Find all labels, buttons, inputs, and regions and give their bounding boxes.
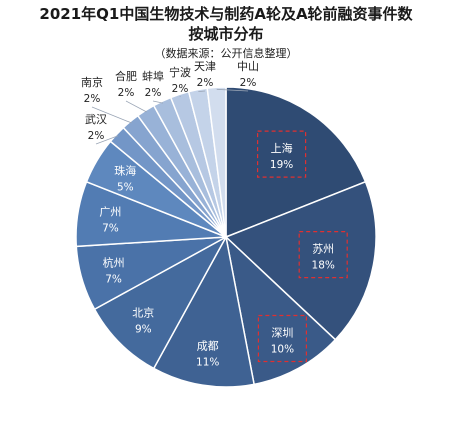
leader-line-8 xyxy=(95,135,119,145)
slice-value-label-6: 7% xyxy=(102,223,119,235)
slice-value-label-11: 2% xyxy=(145,87,162,99)
slice-label-2: 深圳 xyxy=(271,327,293,340)
slice-value-label-13: 2% xyxy=(197,77,214,89)
slice-label-7: 珠海 xyxy=(114,163,136,177)
chart-title-line-2: 按城市分布 xyxy=(188,25,264,43)
chart-subtitle: （数据来源：公开信息整理） xyxy=(154,47,298,60)
slice-label-12: 宁波 xyxy=(169,65,191,79)
pie-slice-4 xyxy=(93,235,228,370)
slice-value-label-8: 2% xyxy=(88,130,105,142)
leader-line-13 xyxy=(198,90,206,92)
highlight-boxes xyxy=(257,130,348,363)
leader-line-10 xyxy=(125,100,147,113)
slice-value-label-1: 18% xyxy=(312,260,335,272)
slice-label-13: 天津 xyxy=(194,60,216,73)
slice-value-label-10: 2% xyxy=(118,87,135,99)
slice-label-6: 广州 xyxy=(99,206,121,219)
slice-label-11: 蚌埠 xyxy=(142,69,164,83)
highlight-box-0 xyxy=(257,130,307,178)
highlight-box-2 xyxy=(257,314,307,363)
slice-value-label-2: 10% xyxy=(271,344,294,356)
pie-slice-1 xyxy=(224,180,377,341)
slice-label-4: 北京 xyxy=(132,306,154,320)
pie-slice-14 xyxy=(206,86,227,238)
slice-value-label-4: 9% xyxy=(135,324,152,336)
slice-label-3: 成都 xyxy=(197,340,219,353)
pie-slice-2 xyxy=(224,234,337,386)
slice-label-10: 合肥 xyxy=(115,69,137,83)
slice-value-label-9: 2% xyxy=(84,93,101,105)
slice-label-8: 武汉 xyxy=(85,113,107,126)
slice-label-5: 杭州 xyxy=(103,256,125,270)
leader-line-11 xyxy=(152,100,164,104)
slice-value-label-7: 5% xyxy=(117,181,134,193)
highlight-box-1 xyxy=(298,231,348,279)
slice-value-label-14: 2% xyxy=(240,77,257,89)
slice-label-1: 苏州 xyxy=(312,243,334,256)
leader-line-14 xyxy=(216,88,249,92)
slice-label-9: 南京 xyxy=(81,75,103,89)
pie-slice-0 xyxy=(225,86,367,239)
leader-line-9 xyxy=(91,106,132,124)
slice-value-label-0: 19% xyxy=(270,159,293,171)
slice-label-14: 中山 xyxy=(237,60,259,73)
pie-slices xyxy=(75,86,377,388)
slice-value-label-5: 7% xyxy=(105,274,122,286)
slice-labels: 上海 19% 苏州 18% 深圳 10% 成都 11% 北京 9% 杭州 7% 广州 7% 珠海 5% 武汉 2%… xyxy=(81,60,335,369)
slice-value-label-3: 11% xyxy=(196,357,219,369)
label-leader-lines xyxy=(91,88,249,145)
slice-label-0: 上海 xyxy=(271,141,293,155)
chart-title-line-1: 2021年Q1中国生物技术与制药A轮及A轮前融资事件数 xyxy=(39,5,413,23)
pie-slice-3 xyxy=(152,234,255,388)
slice-value-label-12: 2% xyxy=(172,83,189,95)
